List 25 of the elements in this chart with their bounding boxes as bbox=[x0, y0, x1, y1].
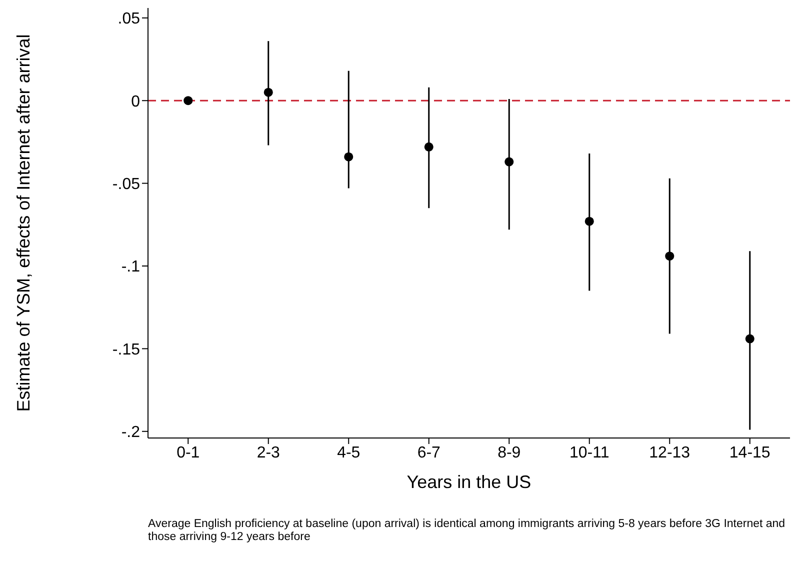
point bbox=[745, 334, 754, 344]
point bbox=[424, 142, 434, 152]
x-tick-label: 6-7 bbox=[417, 444, 441, 462]
point bbox=[264, 88, 273, 97]
point bbox=[665, 252, 674, 261]
x-tick-label: 2-3 bbox=[256, 444, 280, 462]
x-tick-label: 10-11 bbox=[570, 444, 610, 462]
y-tick-label: -.1 bbox=[121, 258, 140, 276]
x-tick-label: 12-13 bbox=[649, 444, 690, 462]
x-tick-label: 0-1 bbox=[176, 444, 200, 462]
point bbox=[584, 216, 594, 226]
text: Average English proficiency at baseline (upon arrival) is identical among immigrants arriving 5-8 years before 3G Internet and those arriving 9-12 years before bbox=[148, 518, 786, 544]
point bbox=[344, 152, 354, 162]
y-tick-label: 0 bbox=[131, 93, 140, 110]
y-tick-label: -.05 bbox=[112, 176, 140, 193]
x-tick-label: 8-9 bbox=[498, 444, 521, 462]
y-tick-label: -.2 bbox=[121, 424, 140, 442]
x-tick-label: 14-15 bbox=[729, 444, 770, 462]
point bbox=[184, 96, 193, 106]
y-tick-label: -.15 bbox=[112, 341, 140, 358]
point bbox=[504, 157, 514, 166]
x-axis-title: Years in the US bbox=[406, 472, 532, 492]
y-axis-title: Estimate of YSM, effects of Internet after arrival bbox=[13, 34, 34, 412]
x-tick-label: 4-5 bbox=[337, 444, 360, 462]
y-tick-label: .05 bbox=[118, 10, 140, 28]
